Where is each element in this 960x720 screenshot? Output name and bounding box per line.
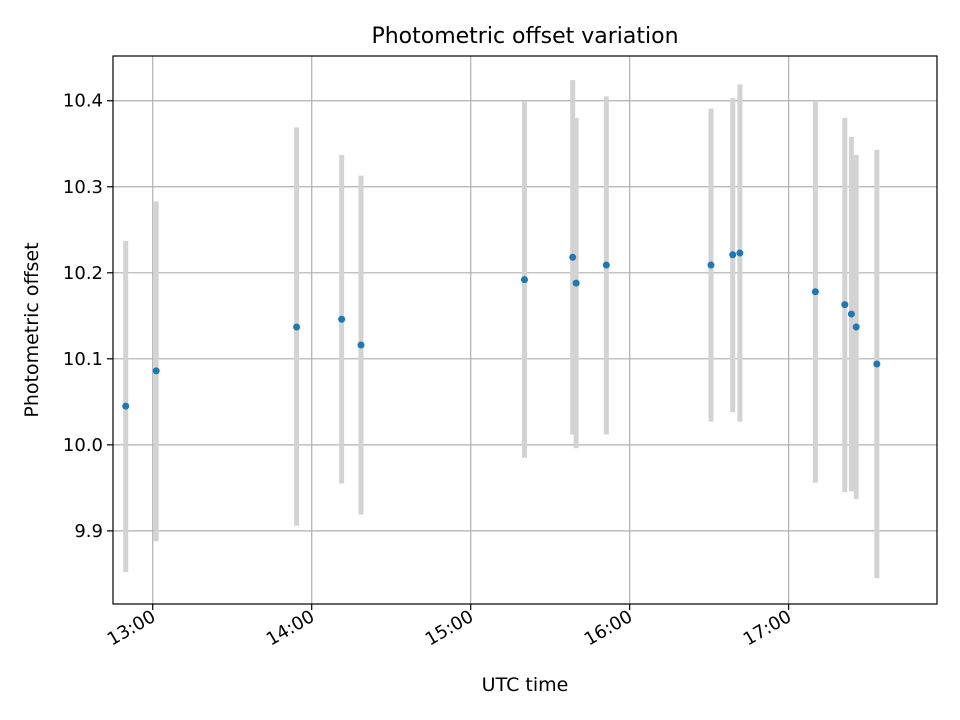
data-point — [847, 310, 855, 318]
plot-frame — [112, 55, 938, 605]
data-point — [841, 301, 849, 309]
data-point — [520, 276, 528, 284]
data-point — [873, 360, 881, 368]
data-point — [152, 367, 160, 375]
y-tick-label: 10.4 — [63, 91, 103, 112]
y-axis-label: Photometric offset — [21, 242, 43, 417]
data-point — [569, 253, 577, 261]
data-point — [729, 251, 737, 259]
data-point — [602, 261, 610, 269]
y-tick-label: 10.0 — [63, 435, 103, 456]
data-point — [736, 249, 744, 257]
y-tick-label: 9.9 — [74, 521, 103, 542]
y-tick-label: 10.3 — [63, 177, 103, 198]
data-point — [357, 341, 365, 349]
chart-title: Photometric offset variation — [371, 24, 678, 49]
data-point — [293, 323, 301, 331]
x-axis-label: UTC time — [482, 674, 569, 696]
data-point — [122, 402, 130, 410]
data-point — [707, 261, 715, 269]
data-point — [811, 288, 819, 296]
y-tick-label: 10.1 — [63, 349, 103, 370]
y-tick-label: 10.2 — [63, 263, 103, 284]
data-points — [122, 249, 881, 410]
data-point — [572, 279, 580, 287]
y-axis: 9.9 10.0 10.1 10.2 10.3 10.4 — [63, 91, 113, 542]
data-point — [852, 323, 860, 331]
data-point — [338, 315, 346, 323]
